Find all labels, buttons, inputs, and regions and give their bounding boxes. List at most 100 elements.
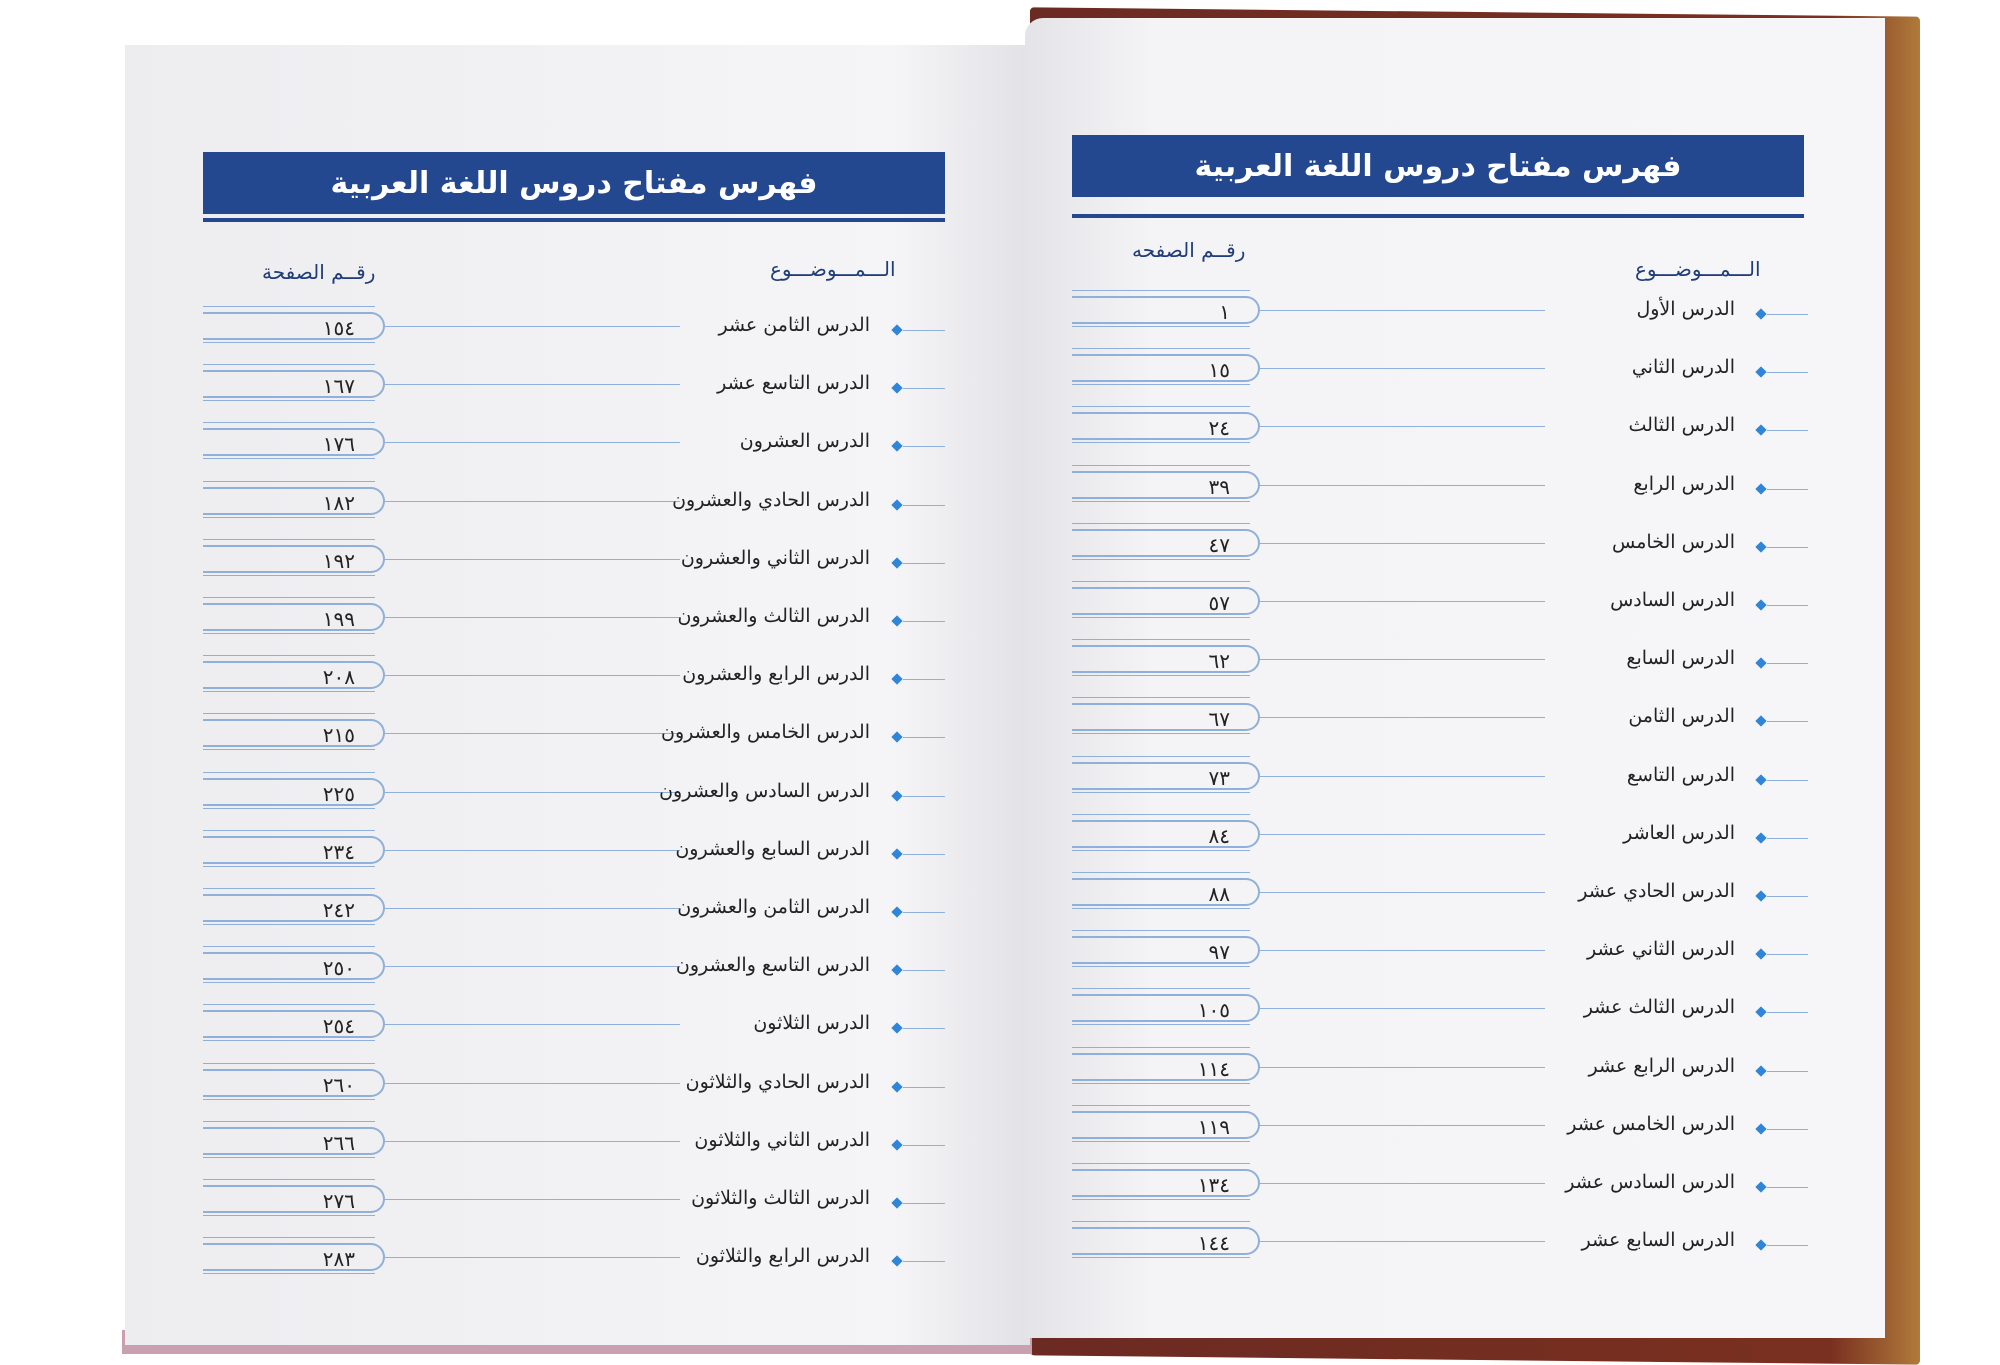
page-number: ٦٧: [1072, 703, 1260, 732]
index-row: ٢٤ الدرس الثالث: [0, 406, 2000, 452]
page-number: ٥٧: [1072, 587, 1260, 615]
index-row: ٢٠٨ الدرس الرابع والعشرون: [0, 655, 2000, 701]
row-bottom-line: [203, 1156, 375, 1158]
index-row: ١٠٥ الدرس الثالث عشر: [0, 988, 2000, 1034]
row-top-line: [203, 771, 375, 773]
index-row: ٢٤٢ الدرس الثامن والعشرون: [0, 888, 2000, 934]
row-top-line: [1072, 581, 1250, 582]
index-row: ٢٧٦ الدرس الثالث والثلاثون: [0, 1179, 2000, 1225]
page-number: ١: [1072, 296, 1260, 324]
page-number: ٢٣٤: [203, 835, 385, 864]
diamond-bullet-icon: [1755, 1123, 1767, 1135]
lesson-title: الدرس الثاني عشر: [1587, 938, 1735, 961]
bullet-line: [903, 1086, 945, 1088]
page-number: ١٤٤: [1072, 1227, 1260, 1256]
page-number: ١٩٢: [203, 544, 385, 573]
row-top-line: [1072, 348, 1250, 350]
row-bottom-line: [203, 1040, 375, 1042]
leader-line: [1260, 892, 1545, 893]
bullet-line: [903, 737, 945, 739]
row-bottom-line: [1072, 791, 1250, 793]
lesson-title: الدرس السابع والعشرون: [675, 837, 870, 860]
leader-line: [385, 326, 680, 327]
row-bottom-line: [1072, 966, 1250, 968]
leader-line: [1260, 426, 1545, 428]
bullet-line: [903, 970, 945, 972]
leader-line: [1260, 368, 1545, 370]
leader-line: [385, 1082, 680, 1084]
bullet-line: [903, 446, 945, 448]
row-bottom-line: [1072, 1140, 1250, 1142]
page-number: ٢٤٢: [203, 894, 385, 922]
leader-line: [1260, 1183, 1545, 1184]
row-top-line: [203, 422, 375, 424]
row-top-line: [203, 829, 375, 831]
index-row: ٨٨ الدرس الحادي عشر: [0, 872, 2000, 918]
lesson-title: الدرس الثاني والعشرون: [680, 546, 870, 569]
diamond-bullet-icon: [1755, 773, 1767, 786]
page-number: ٢٧٦: [203, 1185, 385, 1213]
index-row: ١٧٦ الدرس العشرون: [0, 422, 2000, 468]
row-bottom-line: [1072, 558, 1250, 560]
row-top-line: [1072, 755, 1250, 757]
bullet-line: [1767, 1187, 1808, 1188]
page-number: ١٥٤: [203, 312, 385, 340]
right-topic-header: الـــمـــوضـــوع: [1635, 257, 1761, 281]
row-top-line: [1072, 930, 1250, 932]
index-row: ٣٩ الدرس الرابع: [0, 464, 2000, 511]
row-top-line: [203, 306, 375, 307]
row-bottom-line: [203, 749, 375, 751]
leader-line: [385, 791, 680, 793]
page-number: ٢٨٣: [203, 1243, 385, 1272]
index-row: ٩٧ الدرس الثاني عشر: [0, 930, 2000, 976]
row-top-line: [1072, 464, 1250, 466]
bullet-line: [1767, 605, 1808, 606]
index-row: ١٤٤ الدرس السابع عشر: [0, 1221, 2000, 1267]
page-number: ٢٦٦: [203, 1126, 385, 1155]
page-number: ٢٢٥: [203, 777, 385, 806]
row-top-line: [1072, 1046, 1250, 1048]
index-row: ١١٩ الدرس الخامس عشر: [0, 1104, 2000, 1151]
index-row: ٢٦٠ الدرس الحادي والثلاثون: [0, 1062, 2000, 1109]
row-bottom-line: [203, 982, 375, 984]
title-underline: [203, 218, 945, 222]
lesson-title: الدرس التاسع: [1626, 763, 1735, 786]
index-row: ٢٦٦ الدرس الثاني والثلاثون: [0, 1120, 2000, 1167]
row-top-line: [1072, 872, 1250, 873]
index-row: ٦٢ الدرس السابع: [0, 639, 2000, 685]
index-row: ٢٢٥ الدرس السادس والعشرون: [0, 771, 2000, 818]
row-top-line: [203, 888, 375, 889]
row-top-line: [203, 1062, 375, 1064]
bullet-line: [1767, 1012, 1808, 1014]
bullet-line: [903, 1261, 945, 1263]
lesson-title: الدرس السابع: [1626, 647, 1735, 670]
left-topic-header: الـــمـــوضـــوع: [770, 257, 896, 281]
lesson-title: الدرس التاسع والعشرون: [675, 954, 870, 977]
lesson-title: الدرس الحادي والثلاثون: [685, 1070, 870, 1093]
row-bottom-line: [1072, 849, 1250, 851]
lesson-title: الدرس السادس: [1610, 589, 1735, 611]
page-number: ١٦٧: [203, 370, 385, 399]
row-top-line: [203, 1120, 375, 1122]
lesson-title: الدرس الثاني: [1631, 356, 1735, 379]
page-number: ١٥: [1072, 354, 1260, 383]
bullet-line: [903, 621, 945, 622]
row-top-line: [1072, 522, 1250, 524]
diamond-bullet-icon: [1755, 366, 1767, 378]
lesson-title: الدرس الثامن عشر: [718, 314, 871, 336]
leader-line: [1260, 484, 1545, 486]
index-row: ٢٥٠ الدرس التاسع والعشرون: [0, 946, 2000, 992]
bullet-line: [903, 1028, 945, 1030]
lesson-title: الدرس الثامن: [1628, 705, 1735, 728]
page-number: ١٧٦: [203, 428, 385, 457]
row-top-line: [1072, 813, 1250, 815]
lesson-title: الدرس الخامس عشر: [1567, 1112, 1735, 1135]
index-row: ١٥٤ الدرس الثامن عشر: [0, 306, 2000, 352]
diamond-bullet-icon: [1755, 308, 1767, 320]
leader-line: [385, 849, 680, 851]
row-bottom-line: [1072, 1257, 1250, 1259]
index-row: ١٦٧ الدرس التاسع عشر: [0, 364, 2000, 410]
row-top-line: [203, 364, 375, 366]
bullet-line: [1767, 430, 1808, 432]
index-row: ١٥ الدرس الثاني: [0, 348, 2000, 394]
